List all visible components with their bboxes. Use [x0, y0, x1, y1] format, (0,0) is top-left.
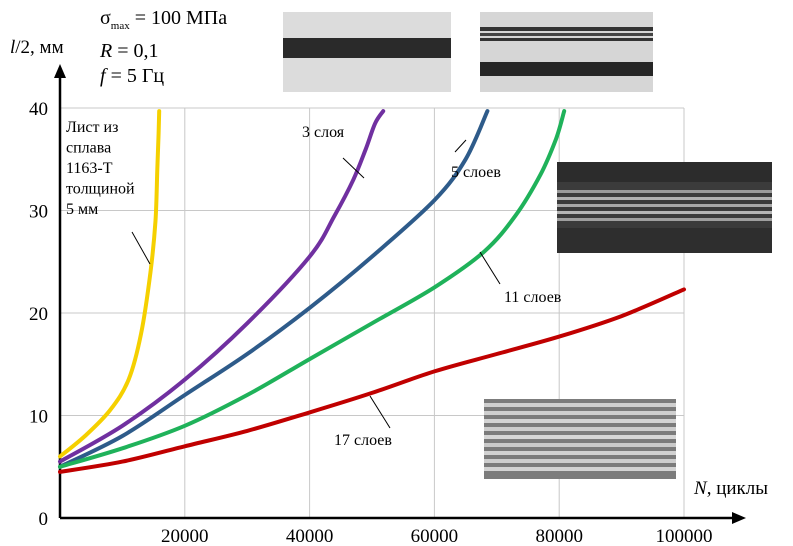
y-tick-label: 40	[29, 99, 48, 120]
x-tick-label: 80000	[535, 526, 583, 546]
x-tick-label: 60000	[411, 526, 459, 546]
x-tick-label: 20000	[161, 526, 209, 546]
y-axis-arrow	[54, 64, 66, 78]
r-param: R = 0,1	[100, 40, 159, 62]
leader-purple	[342, 157, 365, 179]
x-tick-label: 40000	[286, 526, 334, 546]
series-line-red	[58, 287, 686, 474]
f-param: f = 5 Гц	[100, 65, 165, 87]
series-line-blue	[58, 109, 490, 469]
annotation-yellow-line: толщиной	[66, 181, 135, 198]
annotation-yellow-line: Лист из	[66, 119, 118, 136]
y-tick-label: 0	[39, 509, 49, 530]
leader-blue	[454, 139, 467, 153]
annotation-yellow-line: 5 мм	[66, 201, 98, 218]
annotation-yellow-line: сплава	[66, 140, 111, 157]
y-axis-label: l/2, мм	[10, 37, 64, 58]
photo-right-bottom	[484, 399, 676, 479]
annotation-green: 11 слоев	[504, 289, 562, 306]
annotation-yellow-line: 1163-Т	[66, 160, 113, 177]
tick-labels: 0 10 20 30 40 20000 40000 60000 80000 100000	[29, 99, 713, 546]
leader-red	[369, 395, 391, 429]
annotation-red: 17 слоев	[334, 432, 392, 449]
test-parameters: σmax = 100 МПа R = 0,1 f = 5 Гц	[100, 6, 227, 89]
series-line-purple	[58, 109, 386, 464]
y-tick-label: 20	[29, 304, 48, 325]
annotation-leaders	[131, 139, 501, 429]
annotation-purple: 3 слоя	[302, 124, 345, 141]
series-line-green	[58, 109, 567, 469]
axes	[54, 64, 746, 524]
x-tick-label: 100000	[656, 526, 713, 546]
sigma-param: σmax = 100 МПа	[100, 7, 228, 32]
x-axis-label: N, циклы	[694, 478, 769, 499]
photo-top-right	[480, 12, 653, 92]
series-lines	[58, 109, 686, 474]
series-line-yellow	[58, 109, 162, 459]
photo-right-middle	[557, 162, 772, 253]
y-tick-label: 10	[29, 407, 48, 428]
leader-yellow	[131, 231, 151, 265]
grid	[60, 107, 685, 518]
photo-top-left	[283, 12, 451, 92]
x-axis-arrow	[732, 512, 746, 524]
annotations: Лист из сплава 1163-Т толщиной 5 мм 3 слоя 5 с…	[66, 119, 562, 449]
y-tick-label: 30	[29, 202, 48, 223]
annotation-blue: 5 слоев	[451, 164, 501, 181]
leader-green	[479, 251, 501, 285]
